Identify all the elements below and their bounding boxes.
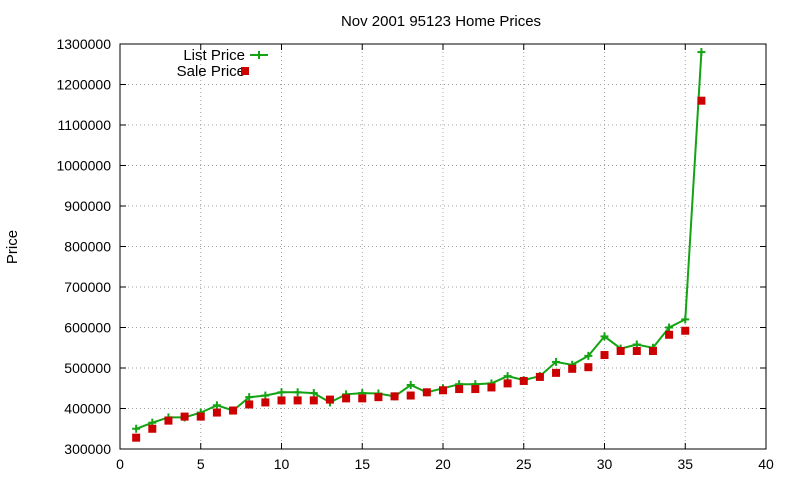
- legend-label-list-price: List Price: [183, 47, 245, 64]
- sale-price-point: [212, 408, 221, 417]
- sale-price-point: [648, 346, 657, 355]
- y-tick-label: 300000: [64, 441, 111, 457]
- sale-price-point: [374, 393, 383, 402]
- sale-price-point: [358, 394, 367, 403]
- sale-price-point: [665, 330, 674, 339]
- sale-price-point: [342, 394, 351, 403]
- series-layer: [132, 48, 706, 442]
- sale-price-point: [309, 396, 318, 405]
- x-tick-label: 35: [677, 456, 693, 472]
- sale-price-point: [600, 351, 609, 360]
- sale-price-point: [422, 388, 431, 397]
- x-tick-labels: 0 5 10 15 20 25 30 35 40: [116, 456, 774, 472]
- sale-price-point: [277, 396, 286, 405]
- sale-price-point: [535, 372, 544, 381]
- list-price-point: [406, 381, 415, 390]
- sale-price-point: [325, 395, 334, 404]
- sale-price-point: [245, 400, 254, 409]
- sale-price-point: [164, 416, 173, 425]
- list-price-point: [681, 315, 690, 324]
- x-tick-label: 20: [435, 456, 451, 472]
- y-tick-label: 900000: [64, 198, 111, 214]
- sale-price-point: [293, 396, 302, 405]
- x-tick-label: 10: [274, 456, 290, 472]
- sale-price-point: [503, 379, 512, 388]
- list-price-point: [261, 391, 270, 400]
- list-price-line: [135, 52, 703, 430]
- list-price-point: [309, 389, 318, 398]
- list-price-point: [584, 351, 593, 360]
- list-price-point: [212, 401, 221, 410]
- list-price-point: [293, 388, 302, 397]
- x-tick-label: 0: [116, 456, 124, 472]
- sale-price-point: [148, 424, 157, 433]
- y-tick-label: 400000: [64, 401, 111, 417]
- y-axis-label: Price: [4, 230, 21, 264]
- legend-label-sale-price: Sale Price: [177, 63, 245, 80]
- x-tick-label: 15: [354, 456, 370, 472]
- x-tick-label: 30: [597, 456, 613, 472]
- sale-price-point: [568, 364, 577, 373]
- list-price-point: [132, 424, 141, 433]
- sale-price-point: [455, 385, 464, 394]
- sale-price-point: [487, 383, 496, 392]
- sale-price-point: [632, 346, 641, 355]
- sale-price-point: [471, 385, 480, 394]
- sale-price-point: [261, 398, 270, 407]
- list-price-point: [277, 388, 286, 397]
- sale-price-point: [390, 392, 399, 401]
- list-price-point: [600, 332, 609, 341]
- y-tick-label: 1100000: [58, 117, 112, 133]
- y-tick-label: 1000000: [56, 158, 111, 174]
- chart-title: Nov 2001 95123 Home Prices: [341, 13, 541, 30]
- list-price-point: [665, 323, 674, 332]
- sale-price-point: [229, 406, 238, 415]
- sale-price-point: [697, 96, 706, 105]
- sale-price-point: [519, 376, 528, 385]
- x-tick-label: 25: [516, 456, 532, 472]
- sale-price-point: [552, 368, 561, 377]
- sale-price-point: [681, 326, 690, 335]
- y-tick-label: 700000: [64, 279, 111, 295]
- legend-marker-sale-price: [241, 67, 249, 75]
- list-price-point: [245, 393, 254, 402]
- sale-price-point: [132, 433, 141, 442]
- x-tick-label: 40: [758, 456, 774, 472]
- list-price-point: [552, 357, 561, 366]
- x-tick-label: 5: [197, 456, 205, 472]
- y-tick-label: 1300000: [56, 36, 111, 52]
- sale-price-point: [584, 363, 593, 372]
- sale-price-point: [196, 412, 205, 421]
- sale-price-point: [616, 346, 625, 355]
- sale-price-point: [406, 391, 415, 400]
- list-price-point: [697, 48, 706, 57]
- y-tick-label: 500000: [64, 360, 111, 376]
- plot-frame: [119, 43, 767, 450]
- y-tick-labels: 300000 400000 500000 600000 700000 800000 9000…: [56, 36, 111, 457]
- y-tick-label: 1200000: [56, 77, 111, 93]
- y-tick-label: 600000: [64, 320, 111, 336]
- sale-price-point: [180, 412, 189, 421]
- list-price-point: [503, 372, 512, 381]
- sale-price-point: [439, 386, 447, 395]
- y-tick-label: 800000: [64, 239, 111, 255]
